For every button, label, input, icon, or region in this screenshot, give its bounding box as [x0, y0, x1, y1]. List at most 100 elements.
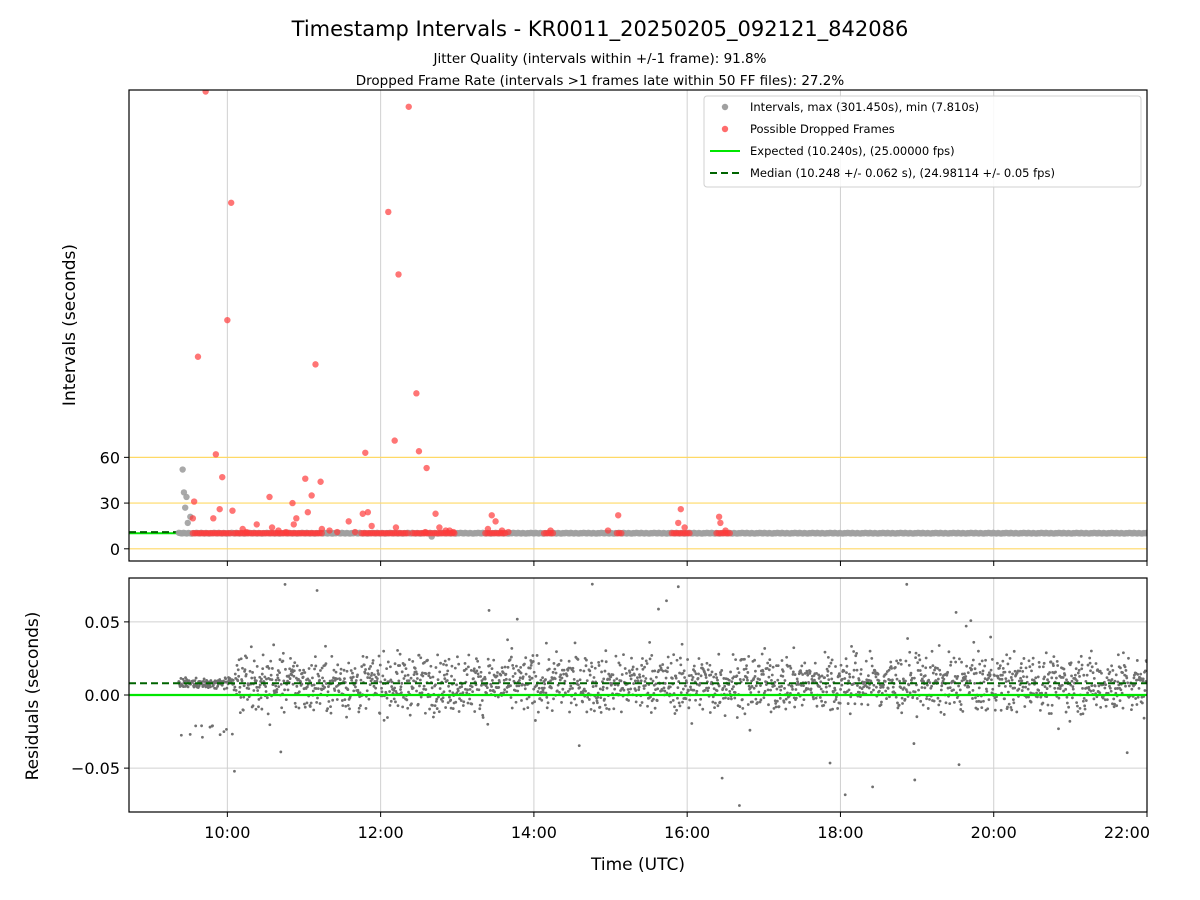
residual-point — [1041, 701, 1045, 705]
residual-point — [590, 665, 594, 668]
residual-point — [751, 700, 754, 704]
residual-point — [958, 700, 962, 703]
residual-point — [905, 690, 909, 694]
residual-point — [946, 686, 950, 690]
residual-point — [509, 655, 513, 659]
residual-point — [964, 624, 968, 628]
residual-point — [786, 664, 790, 668]
dropped-frame-point — [345, 518, 352, 525]
residual-point — [908, 650, 912, 654]
residual-point — [1084, 679, 1088, 683]
residual-point — [1029, 700, 1033, 704]
residual-point — [1073, 673, 1077, 677]
residual-point — [231, 678, 235, 682]
residual-point — [1012, 649, 1016, 653]
residual-point — [399, 691, 403, 695]
residual-point — [699, 674, 703, 678]
residual-point — [598, 687, 602, 691]
residual-point — [1122, 651, 1125, 655]
residual-point — [1013, 686, 1017, 690]
residual-point — [1007, 702, 1011, 706]
residual-point — [972, 640, 976, 644]
residual-point — [965, 679, 969, 683]
dropped-frame-point — [227, 199, 235, 206]
residual-point — [209, 685, 212, 689]
residual-point — [1053, 686, 1057, 690]
residual-point — [301, 675, 305, 679]
residual-point — [681, 700, 684, 704]
residual-point — [848, 712, 852, 716]
residual-point — [838, 701, 842, 705]
residual-point — [622, 688, 626, 692]
residual-point — [521, 675, 525, 679]
residual-point — [729, 670, 732, 674]
residual-point — [773, 684, 776, 688]
residual-point — [337, 690, 341, 694]
residual-point — [1055, 659, 1059, 663]
residual-point — [356, 688, 360, 692]
residual-point — [1142, 716, 1146, 720]
residual-point — [1019, 676, 1022, 680]
residual-point — [803, 671, 807, 675]
residual-point — [685, 681, 689, 685]
residual-point — [939, 673, 942, 676]
residual-point — [891, 678, 894, 682]
residual-point — [509, 684, 512, 688]
residual-point — [876, 672, 880, 676]
residual-point — [983, 677, 987, 681]
residual-point — [1043, 685, 1047, 689]
residual-point — [406, 673, 410, 677]
residual-point — [405, 698, 409, 702]
residual-point — [506, 638, 509, 642]
residual-point — [424, 672, 428, 676]
residual-point — [1031, 656, 1035, 660]
residual-point — [345, 715, 348, 719]
residual-point — [563, 679, 567, 683]
residual-point — [455, 691, 459, 695]
residual-point — [300, 671, 304, 675]
residual-point — [833, 688, 837, 692]
residual-point — [918, 669, 922, 672]
residual-point — [757, 664, 761, 668]
residual-point — [898, 679, 901, 683]
residual-point — [349, 669, 353, 672]
residual-point — [356, 673, 359, 677]
dropped-frame-point — [326, 527, 333, 534]
residual-point — [937, 703, 941, 707]
residual-point — [375, 677, 379, 681]
residual-point — [377, 654, 381, 658]
residual-point — [970, 668, 974, 671]
residual-point — [974, 696, 977, 700]
residual-point — [737, 671, 741, 675]
dropped-frame-point — [275, 527, 282, 534]
residual-point — [607, 707, 611, 711]
residual-point — [1121, 671, 1124, 674]
residual-point — [239, 695, 243, 699]
residual-point — [313, 655, 317, 659]
residual-point — [411, 659, 415, 663]
residual-point — [278, 658, 282, 661]
residual-point — [871, 671, 875, 675]
residual-point — [1132, 673, 1136, 677]
residual-point — [671, 698, 675, 702]
residual-point — [361, 654, 365, 658]
residual-point — [600, 659, 604, 663]
residual-point — [1090, 684, 1094, 688]
residual-point — [802, 698, 806, 702]
residual-point — [819, 680, 823, 684]
residual-point — [1076, 704, 1079, 708]
residual-point — [1104, 683, 1108, 687]
residual-point — [901, 677, 905, 681]
residual-point — [1118, 699, 1122, 703]
dropped-frame-point — [422, 528, 429, 536]
residual-point — [398, 652, 402, 656]
residual-point — [743, 657, 746, 661]
dropped-frame-point — [224, 316, 231, 324]
residual-point — [332, 668, 336, 672]
residual-point — [1111, 668, 1115, 672]
residual-point — [311, 676, 314, 680]
residual-point — [418, 684, 421, 688]
residual-point — [802, 684, 805, 688]
residual-point — [1021, 670, 1025, 673]
residual-point — [522, 707, 526, 711]
